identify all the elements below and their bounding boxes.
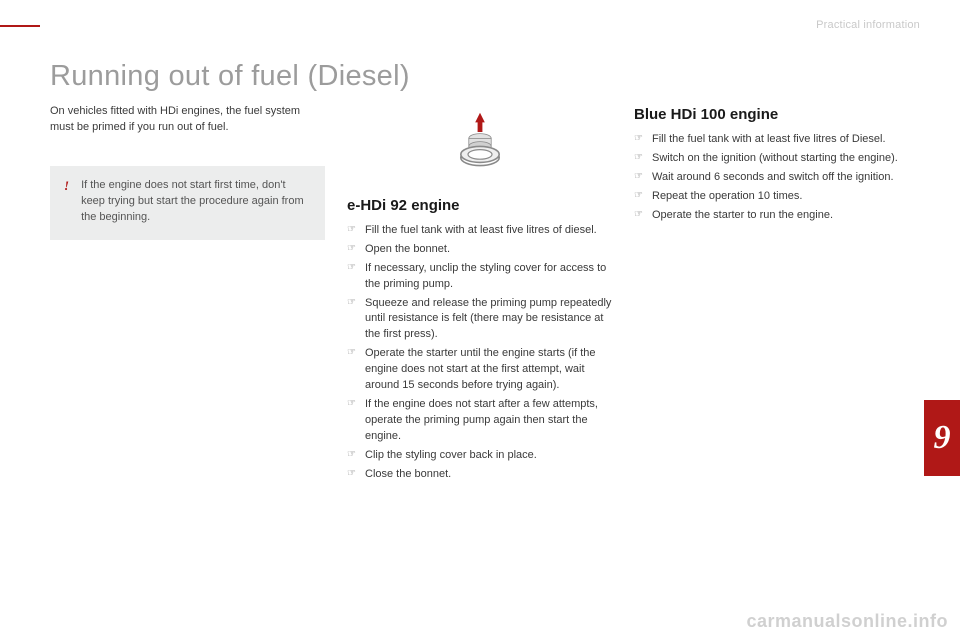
warning-text: If the engine does not start first time,…	[81, 178, 311, 226]
column-2: e-HDi 92 engine Fill the fuel tank with …	[347, 100, 612, 600]
intro-text: On vehicles fitted with HDi engines, the…	[50, 104, 325, 136]
list-item: Close the bonnet.	[347, 467, 612, 483]
section-label: Practical information	[816, 18, 920, 34]
list-item: Clip the styling cover back in place.	[347, 448, 612, 464]
bluehdi-heading: Blue HDi 100 engine	[634, 104, 899, 126]
warning-note: ! If the engine does not start first tim…	[50, 166, 325, 240]
list-item: Fill the fuel tank with at least five li…	[347, 223, 612, 239]
list-item: Switch on the ignition (without starting…	[634, 151, 899, 167]
content-columns: On vehicles fitted with HDi engines, the…	[50, 100, 890, 600]
list-item: Repeat the operation 10 times.	[634, 189, 899, 205]
column-1: On vehicles fitted with HDi engines, the…	[50, 100, 325, 600]
list-item: If necessary, unclip the styling cover f…	[347, 261, 612, 293]
list-item: Operate the starter until the engine sta…	[347, 346, 612, 394]
list-item: Fill the fuel tank with at least five li…	[634, 132, 899, 148]
list-item: Open the bonnet.	[347, 242, 612, 258]
chapter-tab: 9	[924, 400, 960, 476]
pump-icon	[440, 108, 520, 188]
bluehdi-steps: Fill the fuel tank with at least five li…	[634, 132, 899, 224]
column-3: Blue HDi 100 engine Fill the fuel tank w…	[634, 100, 899, 600]
ehdi-heading: e-HDi 92 engine	[347, 195, 612, 217]
priming-pump-illustration	[347, 100, 612, 195]
page-title: Running out of fuel (Diesel)	[50, 55, 410, 97]
watermark: carmanualsonline.info	[746, 608, 948, 634]
list-item: Wait around 6 seconds and switch off the…	[634, 170, 899, 186]
warning-icon: !	[64, 179, 69, 226]
chapter-number: 9	[934, 413, 951, 462]
list-item: Operate the starter to run the engine.	[634, 208, 899, 224]
list-item: If the engine does not start after a few…	[347, 397, 612, 445]
ehdi-steps: Fill the fuel tank with at least five li…	[347, 223, 612, 483]
list-item: Squeeze and release the priming pump rep…	[347, 296, 612, 344]
